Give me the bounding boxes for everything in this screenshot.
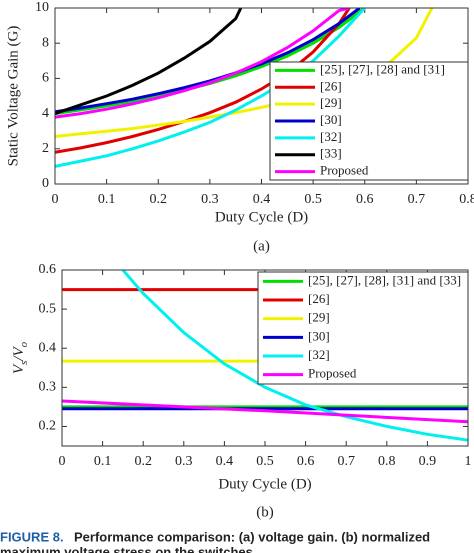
legend-label: [32]	[320, 129, 342, 144]
y-axis-label-part: o	[18, 341, 30, 347]
legend-label: Proposed	[308, 366, 357, 381]
legend-label: [29]	[320, 95, 342, 110]
series-line	[55, 8, 350, 119]
caption-line: Performance comparison: (a) voltage gain…	[74, 529, 430, 544]
legend-box	[257, 271, 469, 385]
y-tick-label: 10	[35, 0, 49, 15]
x-tick-label: 0	[59, 454, 66, 469]
x-tick-label: 0.5	[304, 192, 322, 207]
y-tick-label: 4	[42, 106, 49, 121]
legend-label: [25], [27], [28] and [31]	[320, 61, 445, 76]
legend-label: [26]	[320, 78, 342, 93]
panel-label: (a)	[253, 238, 270, 254]
x-tick-label: 0.6	[356, 192, 374, 207]
x-tick-label: 0.5	[256, 454, 274, 469]
x-axis-label: Duty Cycle (D)	[218, 476, 311, 492]
caption-label: FIGURE 8.	[0, 529, 64, 544]
x-tick-label: 0.4	[253, 192, 271, 207]
x-tick-label: 0.3	[175, 454, 193, 469]
x-tick-label: 0.1	[94, 454, 112, 469]
y-tick-label: 0.4	[39, 340, 57, 355]
legend-label: [29]	[308, 310, 330, 325]
x-tick-label: 1	[465, 454, 472, 469]
y-axis-label-part: s	[18, 361, 30, 365]
y-axis-label: Static Voltage Gain (G)	[5, 26, 21, 167]
series-line	[62, 399, 468, 424]
y-tick-label: 2	[42, 141, 49, 156]
y-tick-label: 6	[42, 71, 49, 86]
x-tick-label: 0.7	[408, 192, 426, 207]
panel-label: (b)	[256, 504, 274, 520]
y-axis-label-part: /V	[11, 346, 27, 362]
legend-label: [32]	[308, 347, 330, 362]
y-tick-label: 0	[42, 176, 49, 191]
x-tick-label: 0	[52, 192, 59, 207]
y-tick-label: 8	[42, 35, 49, 50]
legend-label: [30]	[320, 112, 342, 127]
y-axis-label-part: V	[11, 363, 27, 374]
y-tick-label: 0.3	[39, 380, 57, 395]
x-tick-label: 0.1	[98, 192, 116, 207]
y-tick-label: 0.6	[39, 262, 57, 277]
x-tick-label: 0.8	[378, 454, 396, 469]
y-tick-label: 0.5	[39, 301, 57, 316]
legend-label: [26]	[308, 291, 330, 306]
x-axis-label: Duty Cycle (D)	[215, 209, 308, 225]
x-tick-label: 0.4	[216, 454, 234, 469]
x-tick-label: 0.2	[150, 192, 168, 207]
legend-label: Proposed	[320, 163, 369, 178]
x-tick-label: 0.7	[337, 454, 355, 469]
x-tick-label: 0.3	[201, 192, 219, 207]
series-line	[55, 8, 361, 114]
x-tick-label: 0.6	[297, 454, 315, 469]
y-axis-label: Vs/Vo	[11, 341, 29, 374]
x-tick-label: 0.9	[419, 454, 437, 469]
series-line	[55, 8, 243, 116]
y-tick-label: 0.2	[39, 419, 57, 434]
series-line	[55, 8, 351, 154]
legend-label: [25], [27], [28], [31] and [33]	[308, 272, 461, 287]
series-line	[121, 270, 468, 442]
x-tick-label: 0.8	[459, 192, 474, 207]
series-line	[55, 8, 366, 168]
x-tick-label: 0.2	[134, 454, 152, 469]
legend-label: [30]	[308, 328, 330, 343]
caption-line: maximum voltage stress on the switches.	[0, 544, 256, 553]
legend-label: [33]	[320, 146, 342, 161]
